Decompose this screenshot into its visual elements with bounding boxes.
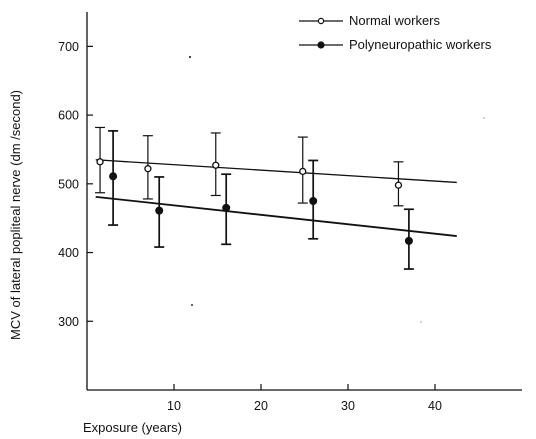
scan-speck: [420, 321, 422, 323]
legend-marker-normal: [317, 17, 325, 25]
x-tick-label: 30: [341, 399, 355, 413]
point-polyneuropathic: [155, 206, 164, 215]
point-polyneuropathic: [109, 172, 118, 181]
y-tick-label: 500: [58, 177, 79, 191]
scan-speck: [191, 304, 193, 306]
x-tick-label: 20: [254, 399, 268, 413]
point-normal: [394, 181, 403, 189]
point-polyneuropathic: [222, 203, 231, 212]
point-normal: [96, 158, 104, 166]
legend-label-normal: Normal workers: [349, 13, 441, 28]
scan-speck: [483, 117, 485, 119]
series-layer: [95, 126, 414, 270]
trend-line-normal: [95, 159, 457, 184]
y-ticks: 300 400 500 600 700: [58, 40, 93, 329]
point-polyneuropathic: [404, 236, 413, 245]
y-tick-label: 700: [58, 40, 79, 54]
x-tick-label: 40: [428, 399, 442, 413]
point-polyneuropathic: [309, 197, 318, 205]
trend-lines: [95, 159, 457, 237]
trend-line-polyneuropathic: [95, 195, 457, 237]
y-axis-title: MCV of lateral popliteal nerve (dm /seco…: [8, 90, 23, 340]
y-tick-label: 300: [58, 315, 79, 329]
scan-speck: [188, 55, 192, 59]
legend-label-polyneuropathic: Polyneuropathic workers: [349, 37, 492, 52]
point-normal: [299, 167, 307, 176]
scan-specks: [188, 55, 485, 323]
y-tick-label: 600: [58, 109, 79, 123]
point-normal: [212, 161, 220, 169]
x-ticks: 10 20 30 40: [167, 384, 442, 413]
legend: Normal workers Polyneuropathic workers: [299, 13, 492, 52]
point-normal: [144, 165, 152, 173]
axes: [86, 12, 522, 391]
x-axis-title: Exposure (years): [83, 420, 182, 435]
y-tick-label: 400: [58, 246, 79, 260]
x-tick-label: 10: [167, 399, 181, 413]
legend-marker-polyneuropathic: [317, 41, 325, 49]
